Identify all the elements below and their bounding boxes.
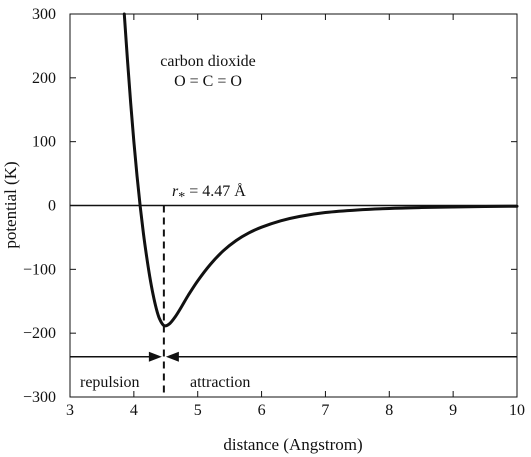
x-tick-label: 9: [449, 402, 457, 419]
x-tick-label: 3: [66, 402, 74, 419]
x-tick-label: 10: [509, 402, 525, 419]
y-tick-label: −300: [23, 389, 56, 406]
y-tick-label: 200: [32, 70, 56, 87]
y-tick-labels: 300 200 100 0 −100 −200 −300: [23, 6, 56, 406]
x-tick-label: 4: [130, 402, 138, 419]
y-tick-label: 100: [32, 134, 56, 151]
x-tick-labels: 3 4 5 6 7 8 9 10: [66, 402, 525, 419]
x-tick-label: 8: [385, 402, 393, 419]
x-tick-label: 5: [194, 402, 202, 419]
r-subscript: *: [178, 190, 185, 205]
attraction-arrowhead: [165, 351, 179, 362]
repulsion-arrowhead: [148, 351, 162, 362]
potential-curve: [122, 12, 519, 328]
repulsion-label: repulsion: [80, 374, 140, 391]
formula-label: O = C = O: [174, 73, 242, 90]
compound-label: carbon dioxide: [160, 53, 256, 70]
r-star-label: r* = 4.47 Å: [172, 182, 246, 205]
attraction-label: attraction: [190, 374, 250, 391]
x-tick-label: 6: [258, 402, 266, 419]
y-axis-label: potential (K): [1, 161, 20, 248]
force-arrows: [70, 351, 517, 362]
y-tick-label: 0: [48, 198, 56, 215]
r-symbol: r: [172, 183, 179, 200]
y-tick-label: −100: [23, 261, 56, 278]
y-tick-label: −200: [23, 325, 56, 342]
x-axis-label: distance (Angstrom): [223, 435, 362, 454]
y-tick-label: 300: [32, 6, 56, 23]
x-tick-label: 7: [321, 402, 329, 419]
r-value: = 4.47 Å: [185, 182, 246, 200]
